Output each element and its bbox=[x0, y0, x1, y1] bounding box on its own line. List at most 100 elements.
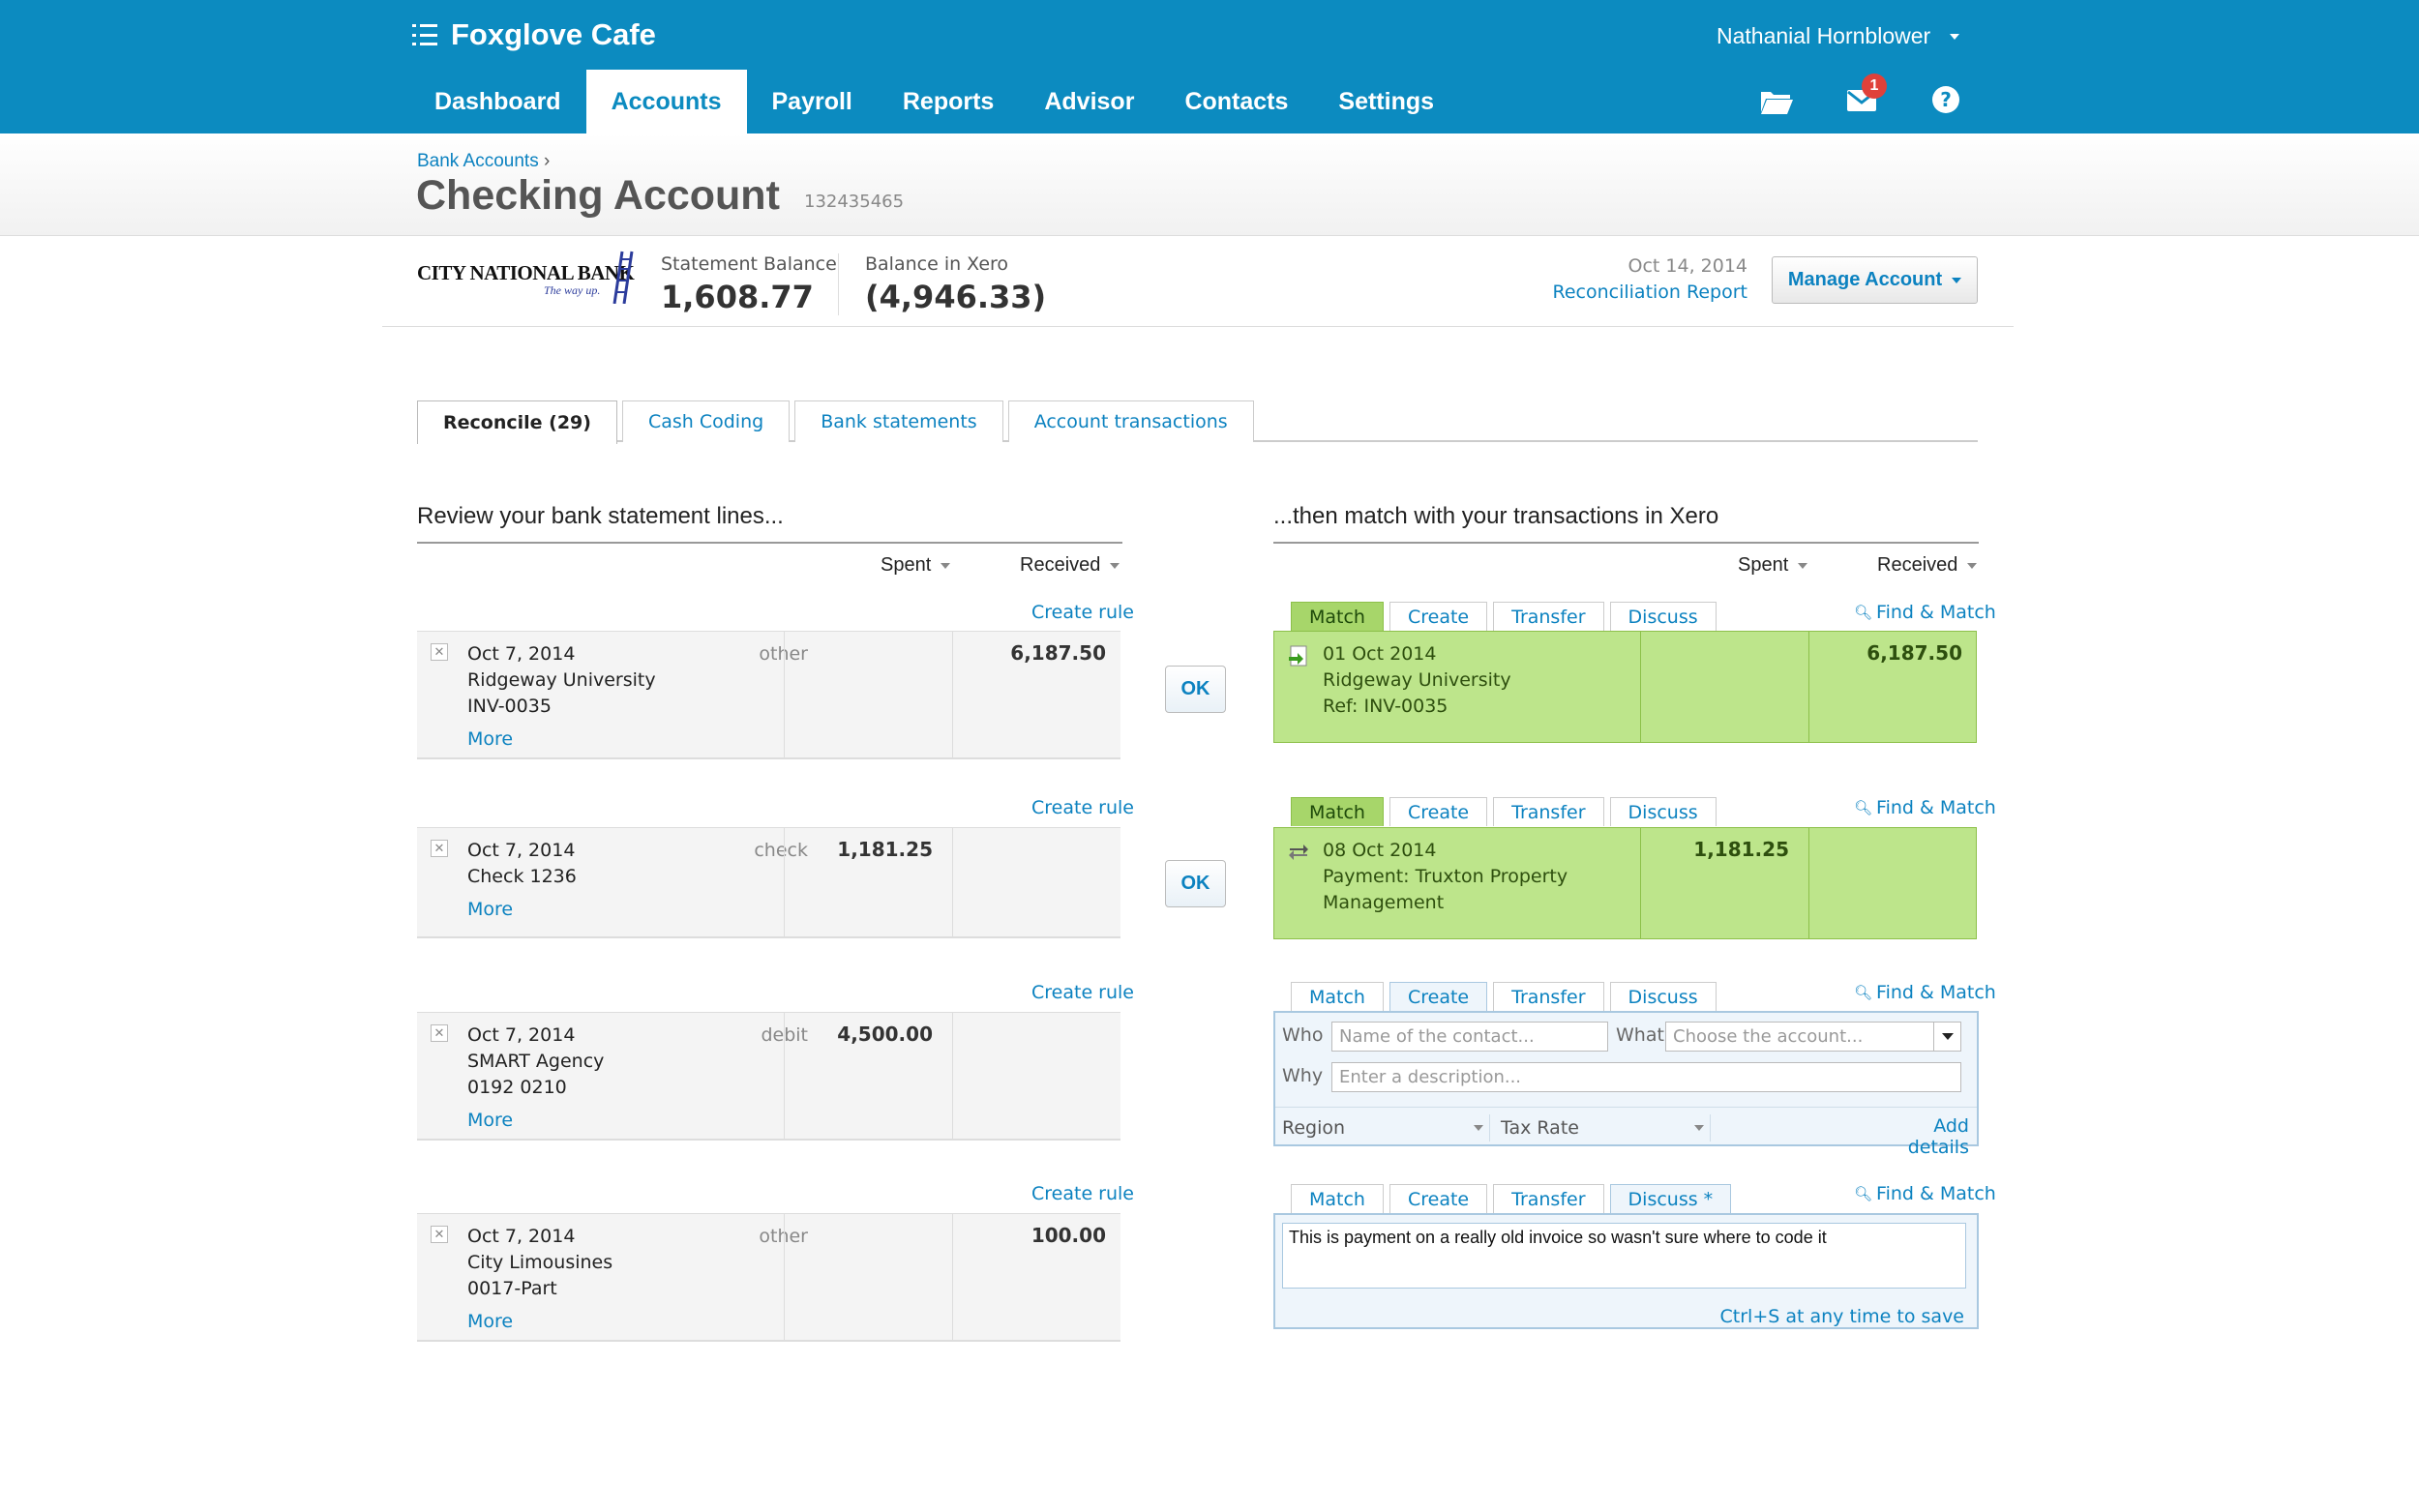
line-ref: 0017-Part bbox=[467, 1278, 557, 1299]
magnifier-icon: 🔍︎ bbox=[1854, 1185, 1873, 1202]
match-date: 08 Oct 2014 bbox=[1323, 840, 1437, 861]
divider bbox=[417, 542, 1122, 544]
match-suggestion[interactable]: 08 Oct 2014 Payment: Truxton Property Ma… bbox=[1273, 827, 1977, 939]
why-label: Why bbox=[1282, 1065, 1324, 1086]
line-payee: Ridgeway University bbox=[467, 669, 656, 691]
tab-match[interactable]: Match bbox=[1291, 602, 1384, 631]
ok-button[interactable]: OK bbox=[1165, 860, 1226, 907]
reconciliation-report-link[interactable]: Reconciliation Report bbox=[1552, 282, 1748, 303]
more-link[interactable]: More bbox=[467, 728, 514, 750]
tab-transfer[interactable]: Transfer bbox=[1493, 982, 1604, 1011]
divider bbox=[784, 1013, 785, 1139]
svg-text:?: ? bbox=[1940, 88, 1952, 111]
nav-reports[interactable]: Reports bbox=[902, 87, 995, 115]
line-type: other bbox=[759, 643, 808, 665]
statement-balance-label: Statement Balance bbox=[661, 253, 837, 275]
match-suggestion[interactable]: 01 Oct 2014 Ridgeway University Ref: INV… bbox=[1273, 631, 1977, 743]
tab-discuss[interactable]: Discuss bbox=[1609, 797, 1717, 826]
find-match-link[interactable]: 🔍︎ Find & Match bbox=[1854, 797, 1996, 818]
create-rule-link[interactable]: Create rule bbox=[1031, 982, 1134, 1003]
xero-balance-label: Balance in Xero bbox=[865, 253, 1009, 275]
sort-spent[interactable]: Spent bbox=[881, 554, 951, 577]
statement-line: ✕ Oct 7, 2014 City Limousines 0017-Part … bbox=[417, 1213, 1120, 1342]
line-date: Oct 7, 2014 bbox=[467, 643, 576, 665]
contact-input[interactable]: Name of the contact... bbox=[1331, 1022, 1608, 1052]
nav-payroll[interactable]: Payroll bbox=[771, 87, 852, 115]
remove-line-icon[interactable]: ✕ bbox=[431, 1226, 448, 1243]
add-details-link[interactable]: Add details bbox=[1907, 1115, 1969, 1158]
line-date: Oct 7, 2014 bbox=[467, 840, 576, 861]
dropdown-button[interactable] bbox=[1933, 1023, 1960, 1051]
chevron-down-icon bbox=[1110, 562, 1120, 569]
region-dropdown[interactable]: Region bbox=[1282, 1114, 1490, 1141]
nav-contacts[interactable]: Contacts bbox=[1184, 87, 1289, 115]
remove-line-icon[interactable]: ✕ bbox=[431, 1024, 448, 1042]
tab-transfer[interactable]: Transfer bbox=[1493, 797, 1604, 826]
balance-bar bbox=[382, 236, 2014, 327]
discuss-textarea[interactable]: This is payment on a really old invoice … bbox=[1282, 1223, 1966, 1289]
create-rule-link[interactable]: Create rule bbox=[1031, 797, 1134, 818]
nav-accounts[interactable]: Accounts bbox=[585, 70, 747, 133]
magnifier-icon: 🔍︎ bbox=[1854, 799, 1873, 816]
divider bbox=[1808, 828, 1809, 938]
tab-create[interactable]: Create bbox=[1389, 797, 1488, 826]
remove-line-icon[interactable]: ✕ bbox=[431, 643, 448, 661]
ladder-icon bbox=[612, 251, 634, 304]
bank-logo: CITY NATIONAL BANK The way up. bbox=[417, 250, 635, 306]
find-match-link[interactable]: 🔍︎ Find & Match bbox=[1854, 982, 1996, 1003]
account-tabs: Reconcile (29) Cash Coding Bank statemen… bbox=[417, 400, 1978, 444]
xero-balance-value: (4,946.33) bbox=[865, 279, 1047, 315]
user-menu[interactable]: Nathanial Hornblower bbox=[1717, 23, 1960, 49]
nav-advisor[interactable]: Advisor bbox=[1044, 87, 1135, 115]
find-match-link[interactable]: 🔍︎ Find & Match bbox=[1854, 1183, 1996, 1204]
line-ref: 0192 0210 bbox=[467, 1077, 567, 1098]
tab-reconcile[interactable]: Reconcile (29) bbox=[417, 400, 617, 444]
more-link[interactable]: More bbox=[467, 1311, 514, 1332]
ok-button[interactable]: OK bbox=[1165, 666, 1226, 713]
tab-create[interactable]: Create bbox=[1389, 982, 1488, 1011]
tab-create[interactable]: Create bbox=[1389, 602, 1488, 631]
folder-icon[interactable] bbox=[1759, 87, 1794, 116]
tab-create[interactable]: Create bbox=[1389, 1184, 1488, 1213]
tab-match[interactable]: Match bbox=[1291, 982, 1384, 1011]
tab-discuss[interactable]: Discuss bbox=[1609, 982, 1717, 1011]
tab-discuss[interactable]: Discuss bbox=[1609, 602, 1717, 631]
create-rule-link[interactable]: Create rule bbox=[1031, 602, 1134, 623]
match-line1: Payment: Truxton Property bbox=[1323, 866, 1568, 887]
account-select[interactable]: Choose the account... bbox=[1665, 1022, 1961, 1052]
create-rule-link[interactable]: Create rule bbox=[1031, 1183, 1134, 1204]
tax-rate-dropdown[interactable]: Tax Rate bbox=[1501, 1114, 1711, 1141]
tab-account-transactions[interactable]: Account transactions bbox=[1007, 400, 1254, 442]
org-switcher[interactable]: Foxglove Cafe bbox=[412, 15, 656, 54]
chevron-down-icon bbox=[1967, 562, 1978, 569]
tab-discuss[interactable]: Discuss * bbox=[1609, 1184, 1732, 1213]
match-line1: Ridgeway University bbox=[1323, 669, 1511, 691]
remove-line-icon[interactable]: ✕ bbox=[431, 840, 448, 857]
tab-bank-statements[interactable]: Bank statements bbox=[794, 400, 1003, 442]
breadcrumb[interactable]: Bank Accounts › bbox=[417, 151, 551, 171]
help-icon[interactable]: ? bbox=[1931, 85, 1960, 114]
divider bbox=[784, 1214, 785, 1340]
tab-transfer[interactable]: Transfer bbox=[1493, 1184, 1604, 1213]
find-match-label: Find & Match bbox=[1876, 797, 1996, 818]
line-payee: SMART Agency bbox=[467, 1051, 605, 1072]
manage-account-button[interactable]: Manage Account bbox=[1772, 256, 1978, 304]
sort-spent[interactable]: Spent bbox=[1738, 554, 1808, 577]
nav-dashboard[interactable]: Dashboard bbox=[434, 87, 561, 115]
sort-received[interactable]: Received bbox=[1877, 554, 1978, 577]
menu-list-icon bbox=[412, 24, 437, 45]
breadcrumb-link[interactable]: Bank Accounts bbox=[417, 151, 539, 171]
tab-transfer[interactable]: Transfer bbox=[1493, 602, 1604, 631]
more-link[interactable]: More bbox=[467, 899, 514, 920]
description-input[interactable]: Enter a description... bbox=[1331, 1062, 1961, 1092]
page-title: Checking Account bbox=[416, 172, 780, 219]
left-heading: Review your bank statement lines... bbox=[417, 503, 784, 529]
find-match-link[interactable]: 🔍︎ Find & Match bbox=[1854, 602, 1996, 623]
nav-settings[interactable]: Settings bbox=[1338, 87, 1435, 115]
line-received: 6,187.50 bbox=[1010, 641, 1106, 665]
tab-match[interactable]: Match bbox=[1291, 797, 1384, 826]
tab-match[interactable]: Match bbox=[1291, 1184, 1384, 1213]
more-link[interactable]: More bbox=[467, 1110, 514, 1131]
tab-cash-coding[interactable]: Cash Coding bbox=[621, 400, 791, 442]
sort-received[interactable]: Received bbox=[1020, 554, 1120, 577]
